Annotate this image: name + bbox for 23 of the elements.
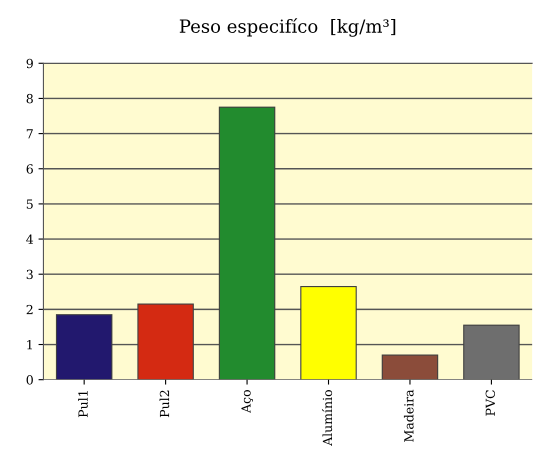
- chart-title: Peso especifíco [kg/m³]: [180, 18, 396, 37]
- x-tick-label: Alumínio: [322, 390, 332, 446]
- bar: [300, 286, 357, 380]
- y-tick-label: 2: [26, 304, 32, 314]
- y-tick-label: 3: [26, 270, 33, 280]
- x-tick-label: Aço: [241, 390, 253, 414]
- y-tick-label: 7: [26, 129, 33, 138]
- bar: [463, 324, 520, 380]
- bar: [218, 106, 276, 380]
- y-tick-label: 6: [26, 164, 33, 174]
- x-tick-label: Pul1: [78, 391, 88, 418]
- x-tick-label: PVC: [486, 390, 496, 416]
- bar: [137, 304, 194, 380]
- y-tick-label: 4: [26, 234, 34, 244]
- y-tick-label: 9: [26, 58, 33, 68]
- x-tick-label: Madeira: [404, 390, 414, 442]
- bar: [382, 354, 438, 380]
- y-tick-label: 0: [26, 375, 33, 385]
- x-tick-label: Pul2: [160, 390, 170, 418]
- y-tick-label: 5: [26, 200, 33, 209]
- y-tick-label: 8: [26, 94, 33, 104]
- y-tick-label: 1: [27, 340, 32, 350]
- bar: [56, 314, 112, 380]
